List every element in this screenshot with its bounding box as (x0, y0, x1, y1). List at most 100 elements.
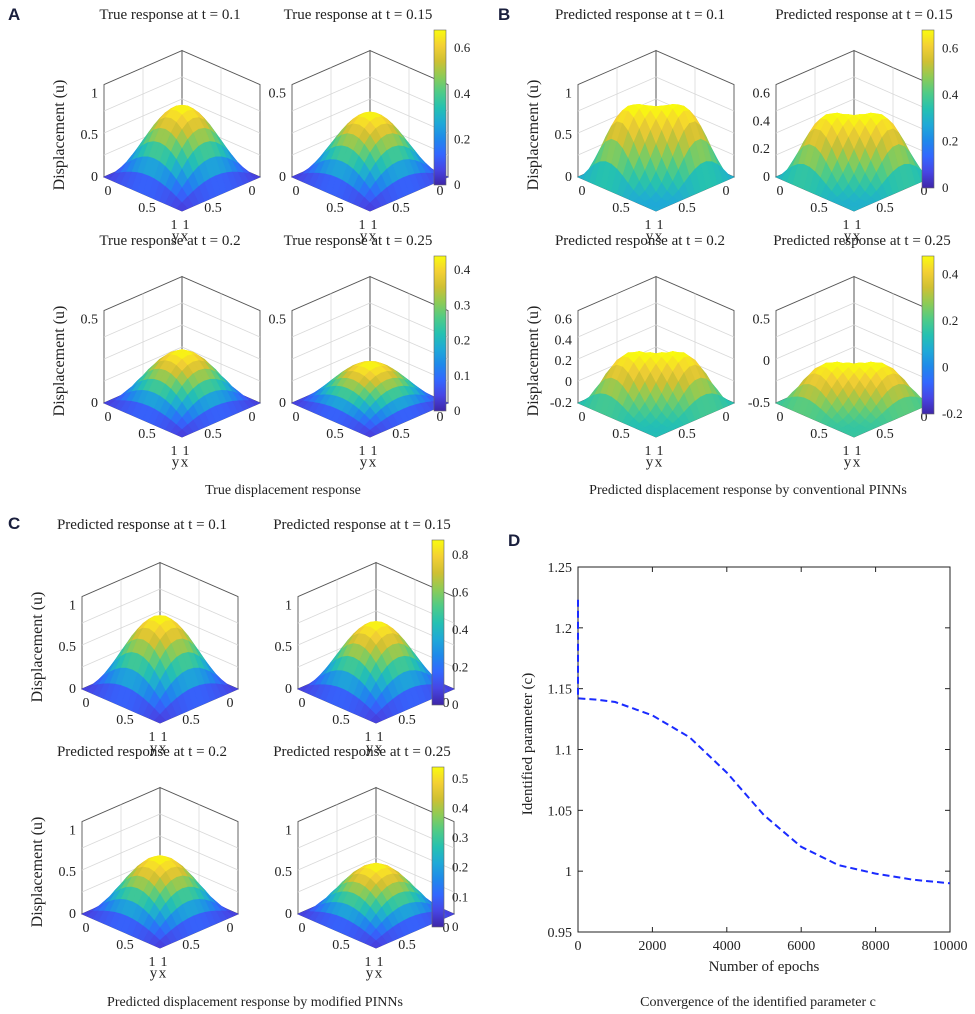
colorbar (433, 255, 447, 412)
plot-c3-title: Predicted response at t = 0.2 (57, 744, 227, 760)
z-tick-label: 0 (285, 907, 292, 922)
x-axis-label: x (181, 455, 189, 471)
colorbar-tick-label: 0.1 (454, 368, 470, 383)
chart-d-xlabel: Number of epochs (709, 959, 820, 975)
z-tick-label: 0 (91, 396, 98, 411)
z-tick-label: 0.5 (275, 640, 293, 655)
z-tick-label: 0.5 (81, 312, 99, 327)
panel-c-label: C (8, 514, 20, 533)
surface-mesh (291, 111, 449, 212)
x-tick-label: 0 (777, 410, 784, 425)
y-tick-label: 0.5 (182, 938, 200, 953)
colorbar (921, 255, 935, 415)
x-tick-label: 10000 (933, 939, 968, 954)
surface-facet (153, 714, 167, 724)
z-tick-label: -0.2 (550, 396, 572, 411)
z-tick-label: 0 (279, 170, 286, 185)
colorbar-tick-label: 0.2 (454, 131, 470, 146)
colorbar-tick-label: 0 (454, 177, 461, 192)
y-tick-label: 1 (365, 955, 372, 970)
y-tick-label: 0.5 (398, 713, 416, 728)
surface-facet (175, 429, 189, 438)
z-tick-label: 0.5 (275, 865, 293, 880)
z-tick-label: 1 (91, 86, 98, 101)
colorbar-tick-label: 0.3 (454, 297, 470, 312)
surface-mesh (297, 621, 455, 724)
y-tick-label: 1 (359, 444, 366, 459)
y-tick-label: 0 (723, 184, 730, 199)
plot-c4-title: Predicted response at t = 0.25 (273, 744, 451, 760)
z-tick-label: 0.5 (269, 312, 287, 327)
x-axis-label: x (369, 455, 377, 471)
colorbar-tick-label: 0.4 (942, 267, 959, 282)
colorbar (431, 539, 445, 706)
z-tick-label: 1 (285, 598, 292, 613)
z-tick-label: 0 (565, 170, 572, 185)
x-tick-label: 0.5 (116, 938, 134, 953)
y-tick-label: 1.1 (555, 744, 573, 759)
surface-mesh (775, 361, 933, 438)
x-tick-label: 0.5 (138, 201, 156, 216)
colorbar (433, 29, 447, 186)
z-tick-label: 0 (285, 682, 292, 697)
y-tick-label: 1 (843, 444, 850, 459)
panel-b-label: B (498, 5, 510, 24)
panel-b-caption: Predicted displacement response by conve… (589, 483, 907, 498)
y-tick-label: 1.25 (548, 561, 573, 576)
x-tick-label: 1 (183, 444, 190, 459)
y-tick-label: 0.5 (392, 427, 410, 442)
surface-mesh (103, 349, 261, 438)
y-tick-label: 1 (171, 444, 178, 459)
colorbar-tick-label: 0.4 (452, 800, 469, 815)
x-tick-label: 0 (105, 410, 112, 425)
y-tick-label: 1 (365, 730, 372, 745)
surface-facet (847, 432, 861, 438)
colorbar-tick-label: 0.6 (452, 585, 469, 600)
y-tick-label: 1 (149, 955, 156, 970)
colorbar-tick-label: 0.6 (454, 40, 471, 55)
surface-mesh (81, 615, 239, 724)
x-axis-label: x (655, 455, 663, 471)
x-tick-label: 0.5 (612, 427, 630, 442)
colorbar (431, 766, 445, 928)
surface-plot-b4: -0.5 0 0.5 0 0.5 1 0 0.5 1xy -0.2 0 0.2 0.4 (748, 255, 963, 471)
y-tick-label: 1.15 (548, 683, 573, 698)
z-tick-label: 0.5 (753, 312, 771, 327)
z-tick-label: 0.5 (269, 86, 287, 101)
series-line-0 (577, 599, 951, 885)
y-tick-label: 0 (723, 410, 730, 425)
z-tick-label: 1 (565, 86, 572, 101)
surface-facet (847, 206, 861, 212)
x-tick-label: 0.5 (810, 201, 828, 216)
z-tick-label: 0.2 (555, 354, 573, 369)
surface-facet (649, 206, 663, 212)
x-tick-label: 1 (657, 444, 664, 459)
x-tick-label: 0.5 (810, 427, 828, 442)
z-tick-label: 0.6 (753, 86, 771, 101)
x-tick-label: 0 (293, 184, 300, 199)
plot-b4-title: Predicted response at t = 0.25 (773, 233, 951, 249)
z-tick-label: 0.5 (81, 128, 99, 143)
colorbar-tick-label: 0.4 (454, 86, 471, 101)
x-tick-label: 1 (657, 218, 664, 233)
surface-plot-b2: 0 0.2 0.4 0.6 0 0.5 1 0 0.5 1xy 0 0.2 0.4 0.6 (753, 29, 959, 245)
colorbar-tick-label: 0.2 (942, 313, 958, 328)
z-axis-label: Displacement (u) (525, 306, 542, 417)
x-tick-label: 8000 (862, 939, 890, 954)
colorbar-tick-label: 0.4 (942, 87, 959, 102)
y-axis-label: y (360, 229, 368, 245)
x-axis-label: x (369, 229, 377, 245)
x-tick-label: 0.5 (332, 938, 350, 953)
y-tick-label: 1.2 (555, 622, 573, 637)
surface-facet (369, 940, 383, 949)
colorbar-tick-label: 0.1 (452, 889, 468, 904)
x-tick-label: 0 (83, 696, 90, 711)
plot-b1-title: Predicted response at t = 0.1 (555, 7, 725, 23)
x-tick-label: 0 (575, 939, 582, 954)
plot-c1-title: Predicted response at t = 0.1 (57, 517, 227, 533)
z-tick-label: 0 (91, 170, 98, 185)
